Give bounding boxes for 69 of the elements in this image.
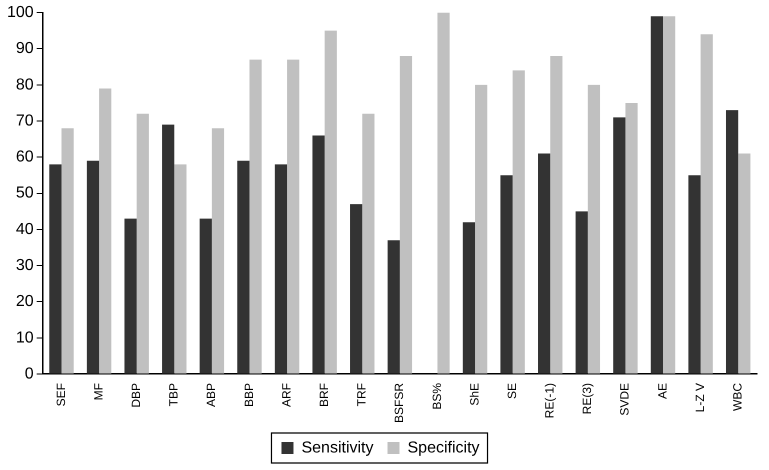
bar: [324, 30, 337, 374]
bar: [613, 117, 626, 374]
bar: [663, 16, 676, 374]
x-tick-label: ABP: [204, 382, 218, 408]
bar: [350, 204, 362, 374]
bar: [437, 12, 450, 374]
x-tick-label: RE(3): [580, 382, 594, 414]
bar: [86, 160, 100, 374]
bar: [538, 154, 550, 374]
bar: [475, 84, 488, 374]
bar: [312, 135, 325, 374]
bar: [400, 56, 412, 374]
x-tick-label: BSFSR: [392, 382, 406, 424]
bar: [99, 88, 112, 374]
x-tick-label: TRF: [354, 382, 369, 406]
x-tick-label: WBC: [730, 382, 745, 411]
y-tick-label: 20: [16, 293, 34, 310]
y-tick-label: 90: [16, 40, 34, 58]
bar: [162, 124, 174, 374]
bar: [61, 128, 74, 374]
bar: [550, 56, 562, 374]
x-tick-label: BRF: [316, 382, 331, 407]
y-tick-label: 10: [16, 329, 34, 346]
legend-label: Specificity: [408, 439, 480, 456]
bar: [200, 218, 212, 374]
x-tick-label: BS%: [430, 382, 444, 410]
x-tick-label: ARF: [279, 382, 294, 407]
bar: [249, 60, 262, 374]
bar: [49, 164, 62, 374]
bar: [388, 240, 400, 374]
bar: [700, 34, 713, 374]
y-tick-label: 50: [16, 184, 34, 202]
bar: [726, 110, 738, 374]
bar: [588, 84, 600, 374]
bar: [287, 60, 300, 374]
bar: [688, 175, 701, 374]
bar: [500, 175, 513, 374]
y-tick-label: 40: [16, 220, 34, 238]
bar: [362, 114, 374, 374]
legend-label: Sensitivity: [301, 439, 374, 456]
bar: [625, 102, 638, 374]
x-tick-label: BBP: [242, 382, 256, 408]
bar: [124, 218, 137, 374]
x-tick-label: SE: [504, 382, 519, 400]
x-tick-label: RE(-1): [542, 382, 557, 418]
y-tick-label: 100: [6, 4, 34, 22]
bar: [576, 211, 588, 374]
x-tick-label: TBP: [166, 382, 181, 406]
x-tick-label: AE: [655, 382, 670, 400]
y-tick-label: 0: [24, 365, 34, 382]
x-tick-label: SVDE: [618, 382, 632, 416]
bar: [650, 16, 664, 374]
bar: [237, 160, 250, 374]
bar: [462, 222, 476, 374]
y-tick-label: 60: [16, 148, 34, 166]
x-tick-label: SEF: [54, 382, 68, 406]
y-tick-label: 80: [16, 76, 34, 94]
x-tick-label: DBP: [128, 382, 143, 408]
x-tick-label: ShE: [467, 382, 482, 406]
y-tick-label: 30: [16, 256, 34, 274]
x-tick-label: MF: [91, 382, 106, 400]
bar: [212, 128, 224, 374]
x-tick-label: L-Z V: [692, 382, 707, 412]
bar: [512, 70, 525, 374]
bar: [136, 114, 149, 374]
bar: [174, 164, 186, 374]
bar: [274, 164, 288, 374]
bar: [738, 154, 750, 374]
y-tick-label: 70: [16, 112, 34, 130]
